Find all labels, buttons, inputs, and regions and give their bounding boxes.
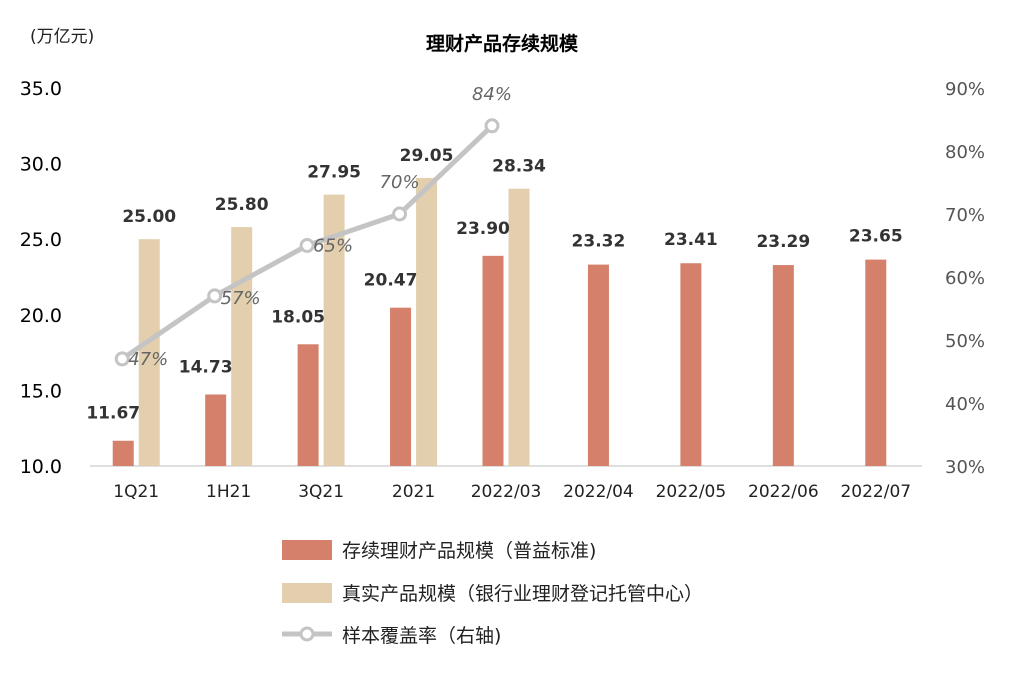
bar-scale-0 <box>112 440 134 466</box>
bar-scale-label-5: 23.32 <box>572 232 626 252</box>
bar-scale-label-4: 23.90 <box>456 219 510 239</box>
bar-real-0 <box>138 239 160 466</box>
coverage-label-0: 47% <box>128 349 168 370</box>
right-tick-label: 70% <box>945 205 985 226</box>
coverage-point-4 <box>484 118 500 134</box>
chart-title: 理财产品存续规模 <box>426 32 579 55</box>
coverage-line: 47% 57% 65% 70% 84% <box>114 84 512 370</box>
bar-marks <box>112 177 887 467</box>
legend-label-line: 样本覆盖率（右轴) <box>342 625 501 647</box>
x-tick-label: 2022/04 <box>563 482 634 502</box>
x-tick-label: 2022/05 <box>656 482 727 502</box>
left-tick-label: 25.0 <box>20 229 62 251</box>
left-tick-label: 15.0 <box>20 380 62 402</box>
left-tick-label: 20.0 <box>20 305 62 327</box>
bar-real-2 <box>323 194 345 466</box>
left-tick-label: 35.0 <box>20 78 62 100</box>
left-axis-ticks: 10.0 15.0 20.0 25.0 30.0 35.0 <box>20 78 62 478</box>
coverage-point-1 <box>207 288 223 304</box>
coverage-label-4: 84% <box>472 84 512 105</box>
legend-swatch-scale <box>282 540 332 560</box>
right-tick-label: 50% <box>945 331 985 352</box>
x-tick-label: 2022/06 <box>748 482 819 502</box>
bar-scale-2 <box>297 344 319 466</box>
bar-scale-label-2: 18.05 <box>271 307 325 327</box>
coverage-point-0 <box>114 351 130 367</box>
coverage-label-1: 57% <box>221 288 261 309</box>
x-axis-ticks: 1Q21 1H21 3Q21 2021 2022/03 2022/04 2022/05 202… <box>113 482 911 502</box>
x-tick-label: 3Q21 <box>298 482 344 502</box>
bar-scale-6 <box>680 263 702 466</box>
bar-scale-label-3: 20.47 <box>364 271 418 291</box>
bar-scale-label-6: 23.41 <box>664 230 718 250</box>
legend-label-real: 真实产品规模（银行业理财登记托管中心） <box>342 583 703 605</box>
bar-scale-label-7: 23.29 <box>756 232 810 252</box>
legend-label-scale: 存续理财产品规模（普益标准) <box>342 540 596 562</box>
left-tick-label: 10.0 <box>20 456 62 478</box>
bar-scale-label-8: 23.65 <box>849 227 903 247</box>
x-tick-label: 2022/03 <box>471 482 542 502</box>
coverage-label-2: 65% <box>313 236 353 257</box>
coverage-label-3: 70% <box>380 172 420 193</box>
bar-scale-1 <box>205 394 227 466</box>
left-tick-label: 30.0 <box>20 154 62 176</box>
bar-real-3 <box>416 177 438 467</box>
x-tick-label: 1H21 <box>206 482 251 502</box>
legend-swatch-real <box>282 583 332 603</box>
x-tick-label: 2021 <box>392 482 435 502</box>
bar-scale-label-0: 11.67 <box>86 404 140 424</box>
right-tick-label: 40% <box>945 394 985 415</box>
bar-real-label-2: 27.95 <box>307 163 361 183</box>
bar-scale-3 <box>390 307 412 466</box>
bar-real-label-4: 28.34 <box>492 157 546 177</box>
right-tick-label: 60% <box>945 268 985 289</box>
x-tick-label: 2022/07 <box>840 482 911 502</box>
bar-real-label-3: 29.05 <box>400 146 454 166</box>
right-axis-ticks: 30% 40% 50% 60% 70% 80% 90% <box>945 79 985 478</box>
bar-scale-label-1: 14.73 <box>179 357 233 377</box>
right-tick-label: 80% <box>945 142 985 163</box>
bar-scale-7 <box>772 265 794 466</box>
bar-scale-4 <box>482 255 504 466</box>
right-tick-label: 30% <box>945 457 985 478</box>
bar-real-1 <box>231 227 253 466</box>
right-tick-label: 90% <box>945 79 985 100</box>
coverage-point-3 <box>392 206 408 222</box>
coverage-point-2 <box>299 238 315 253</box>
unit-label: (万亿元) <box>30 27 94 47</box>
bar-scale-8 <box>865 259 887 466</box>
bar-real-label-0: 25.00 <box>122 207 176 227</box>
bar-real-label-1: 25.80 <box>215 195 269 215</box>
bar-data-labels: 11.67 25.00 14.73 25.80 18.05 27.95 20.47 29.05… <box>86 146 902 424</box>
x-tick-label: 1Q21 <box>113 482 159 502</box>
legend-swatch-line-marker <box>299 626 315 642</box>
bar-scale-5 <box>587 264 609 466</box>
bar-real-4 <box>508 188 530 466</box>
legend: 存续理财产品规模（普益标准) 真实产品规模（银行业理财登记托管中心） 样本覆盖率（右… <box>282 540 703 647</box>
